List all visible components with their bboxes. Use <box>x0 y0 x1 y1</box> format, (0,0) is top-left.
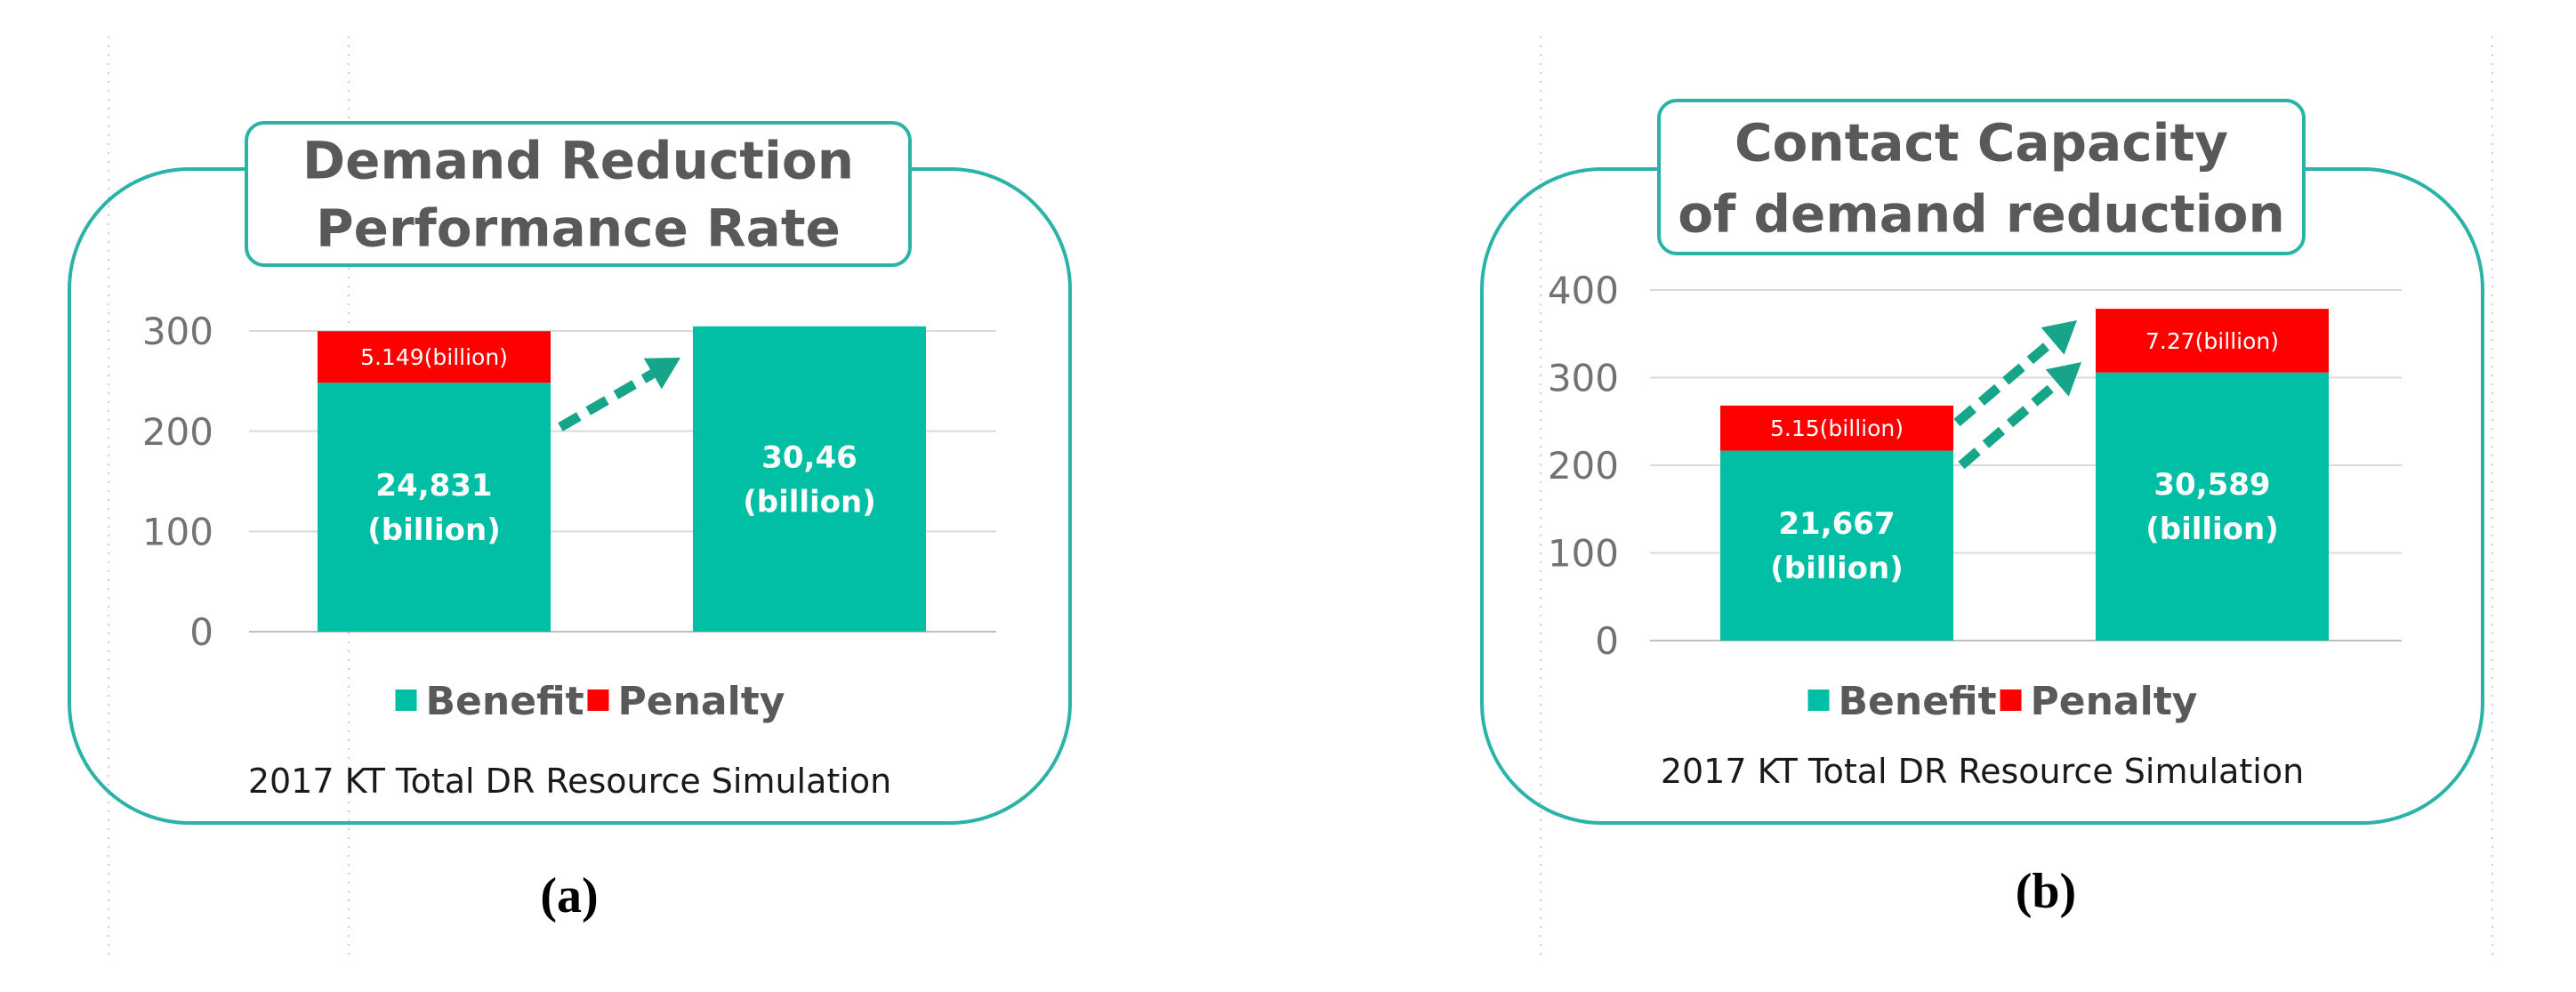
legend: Benefit Penalty <box>1807 679 2198 724</box>
penalty-data-label-2: 7.27(billion) <box>2145 328 2279 354</box>
legend-swatch <box>1807 690 1830 711</box>
bar-penalty-2 <box>2096 309 2329 373</box>
benefit-data-label-2-line-2: (billion) <box>743 484 876 520</box>
legend-swatch <box>587 690 609 711</box>
arrow-shaft <box>1953 337 2057 427</box>
legend: Benefit Penalty <box>395 679 785 724</box>
y-tick-label-300: 300 <box>1548 357 1619 400</box>
bar-benefit-1 <box>1720 450 1953 641</box>
panel-label: (a) <box>540 868 598 923</box>
bar-penalty-1 <box>1720 405 1953 451</box>
benefit-data-label-2-line-1: 30,589 <box>2153 467 2270 503</box>
bar-benefit-2 <box>2096 372 2329 641</box>
increase-arrow <box>1953 320 2077 427</box>
y-tick-label-200: 200 <box>1548 444 1619 488</box>
title-box <box>1657 99 2306 255</box>
y-tick-label-200: 200 <box>142 410 213 454</box>
benefit-data-label-1-line-1: 21,667 <box>1778 506 1895 542</box>
bar-benefit-1 <box>318 383 551 632</box>
arrow-shaft <box>558 369 656 431</box>
chart-frame <box>1480 167 2484 825</box>
chart-panel-1: Contact Capacity of demand reduction 0 100 2… <box>1480 99 2484 919</box>
bar-benefit-2 <box>693 326 926 632</box>
legend-item-penalty: Penalty <box>2000 679 2198 724</box>
bar-penalty-1 <box>318 331 551 383</box>
chart-caption: 2017 KT Total DR Resource Simulation <box>1661 752 2304 791</box>
arrow-shaft <box>1958 379 2061 470</box>
benefit-data-label-2-line-2: (billion) <box>2145 512 2279 547</box>
benefit-data-label-2-line-1: 30,46 <box>761 440 857 475</box>
chart-title-line-1: Contact Capacity <box>1735 112 2228 173</box>
chart-caption: 2017 KT Total DR Resource Simulation <box>248 762 891 801</box>
legend-item-benefit: Benefit <box>1807 679 1997 724</box>
benefit-data-label-1-line-2: (billion) <box>367 512 501 548</box>
benefit-data-label-1-line-1: 24,831 <box>375 468 492 504</box>
benefit-data-label-1-line-2: (billion) <box>1770 551 1904 586</box>
chart-title-line-2: Performance Rate <box>316 198 841 258</box>
y-tick-label-100: 100 <box>1548 532 1619 576</box>
arrow-head <box>643 358 680 390</box>
arrow-head <box>2045 362 2081 397</box>
legend-label: Penalty <box>2031 679 2198 724</box>
legend-label: Benefit <box>426 679 584 724</box>
y-tick-label-100: 100 <box>142 510 213 553</box>
penalty-data-label-1: 5.15(billion) <box>1770 415 1904 441</box>
chart-title-line-2: of demand reduction <box>1678 183 2285 244</box>
legend-item-benefit: Benefit <box>395 679 584 724</box>
y-tick-label-400: 400 <box>1548 269 1619 312</box>
increase-arrow <box>1958 362 2081 470</box>
penalty-data-label-1: 5.149(billion) <box>360 344 508 370</box>
chart-panel-0: Demand Reduction Performance Rate 0 100 200 3… <box>68 121 1072 923</box>
title-box <box>245 121 912 267</box>
y-tick-label-0: 0 <box>1595 619 1619 663</box>
y-tick-label-300: 300 <box>142 310 213 353</box>
panel-label: (b) <box>2016 864 2076 919</box>
legend-swatch <box>2000 690 2022 711</box>
increase-arrow <box>558 358 680 431</box>
legend-swatch <box>395 690 417 711</box>
chart-title-line-1: Demand Reduction <box>302 130 854 190</box>
y-tick-label-0: 0 <box>189 610 213 654</box>
legend-label: Benefit <box>1839 679 1997 724</box>
legend-item-penalty: Penalty <box>587 679 785 724</box>
arrow-head <box>2041 320 2077 355</box>
legend-label: Penalty <box>618 679 785 724</box>
